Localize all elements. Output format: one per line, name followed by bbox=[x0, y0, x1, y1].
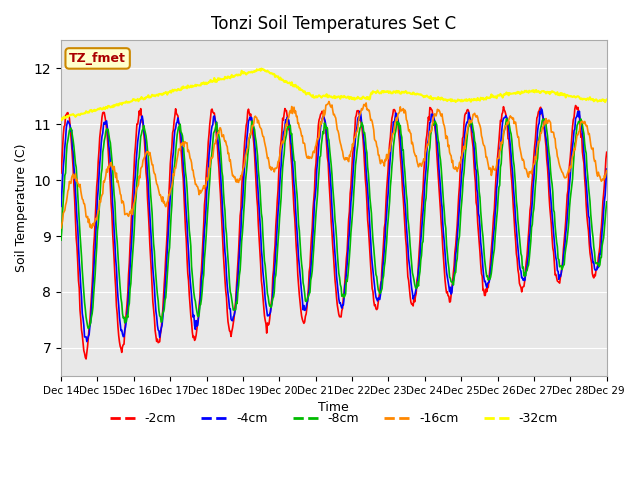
Legend: -2cm, -4cm, -8cm, -16cm, -32cm: -2cm, -4cm, -8cm, -16cm, -32cm bbox=[105, 407, 563, 430]
Text: TZ_fmet: TZ_fmet bbox=[69, 52, 126, 65]
Y-axis label: Soil Temperature (C): Soil Temperature (C) bbox=[15, 144, 28, 272]
Title: Tonzi Soil Temperatures Set C: Tonzi Soil Temperatures Set C bbox=[211, 15, 456, 33]
X-axis label: Time: Time bbox=[319, 401, 349, 414]
